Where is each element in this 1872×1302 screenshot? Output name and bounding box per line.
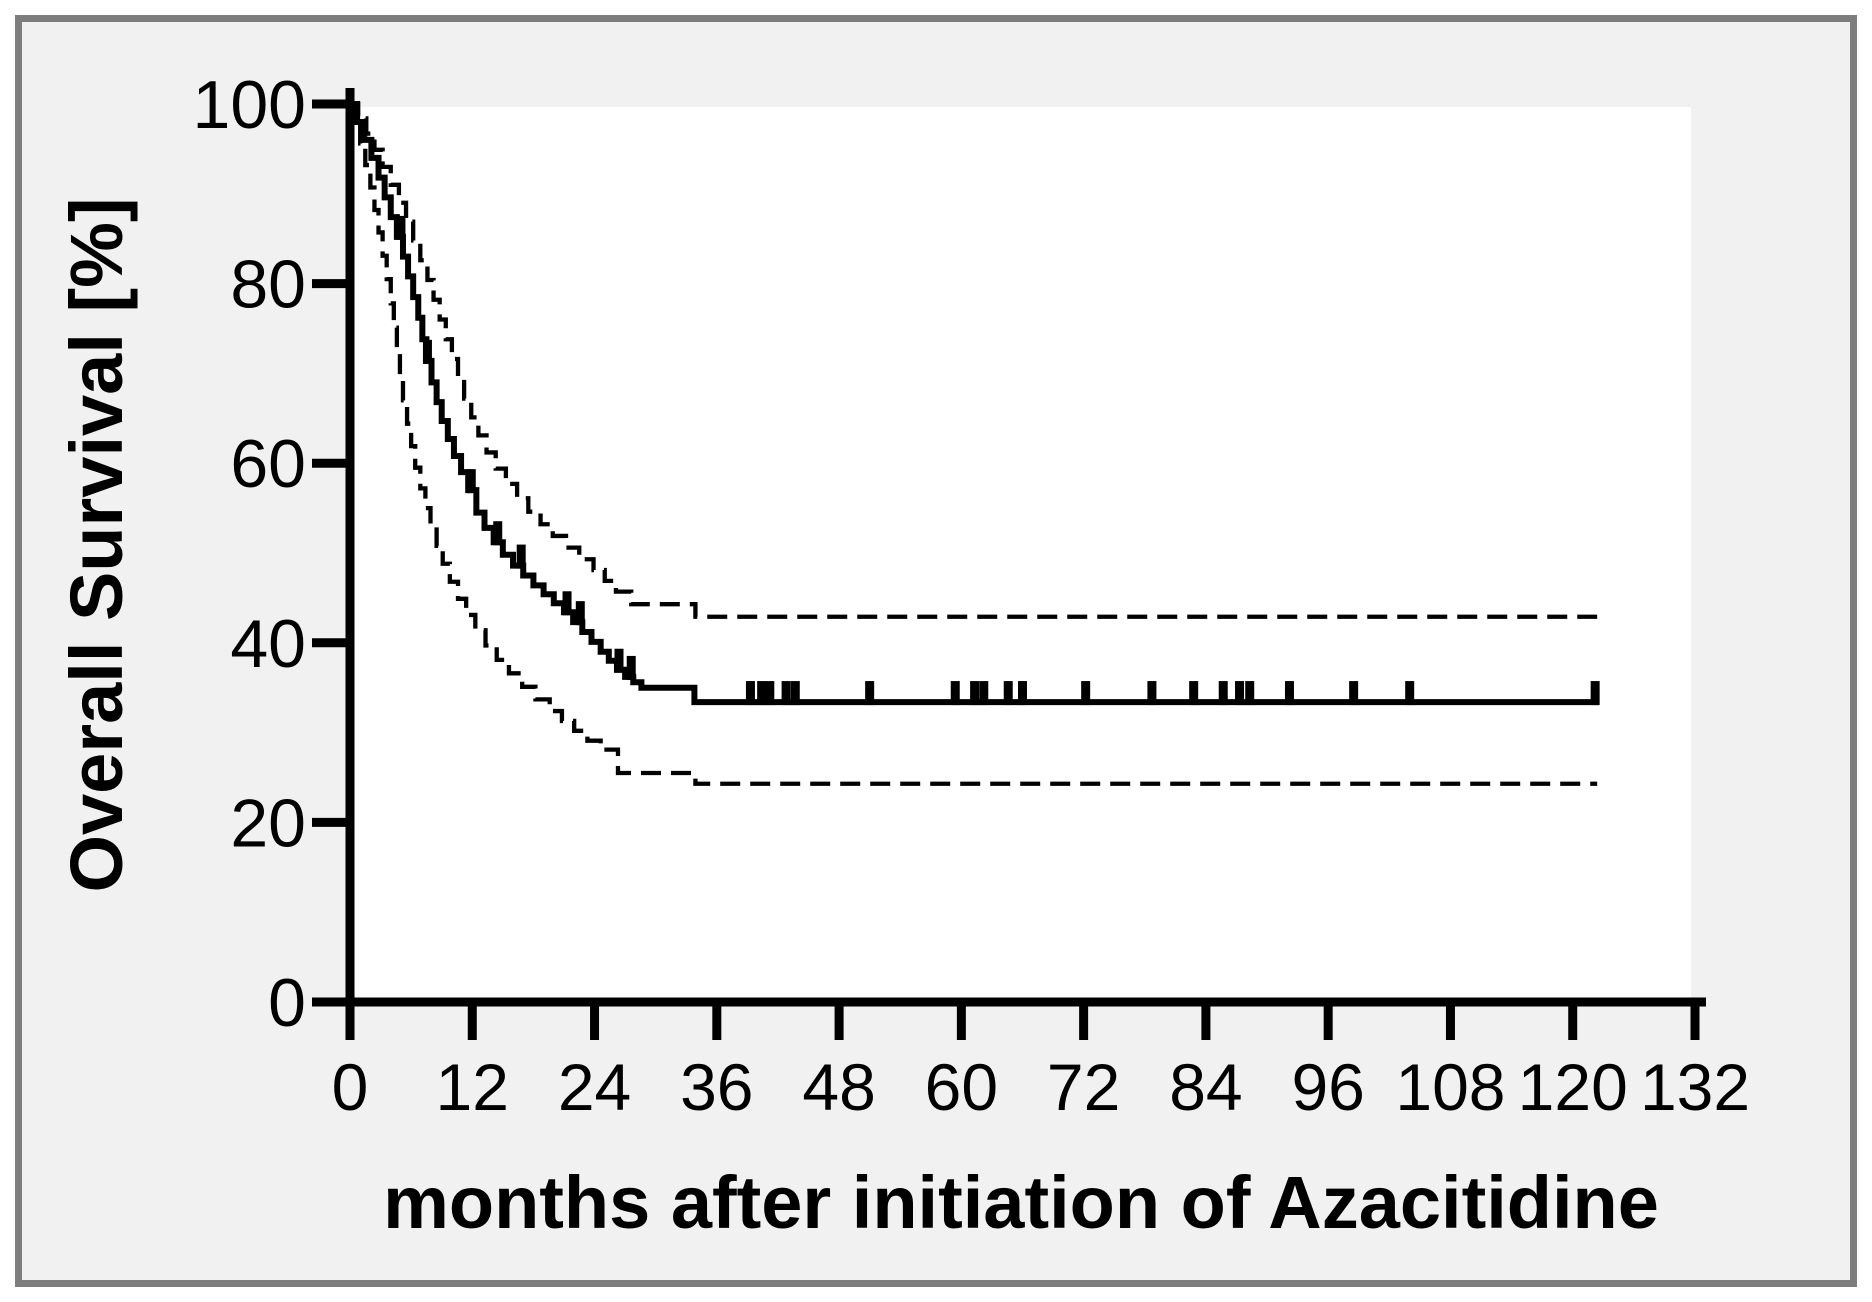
censor-tick [1018,681,1027,706]
censor-tick [1081,681,1091,706]
censor-tick [757,681,767,706]
y-tick-label: 20 [230,785,306,861]
tick-labels: 0 20 40 60 80 100 0 12 24 36 48 60 72 84 96 108 120 132 [193,67,1751,1124]
censor-tick [970,681,980,706]
x-tick-label: 48 [802,1050,875,1124]
censor-tick [493,521,503,546]
x-tick-label: 84 [1169,1050,1242,1124]
x-tick-label: 0 [332,1050,369,1124]
censor-tick [466,469,476,494]
censor-tick [1349,681,1359,706]
censor-tick [516,544,526,569]
censor-tick [1003,681,1013,706]
axes [312,88,1706,1040]
censor-tick [1590,681,1600,706]
censor-tick [1218,681,1228,706]
censor-marks [396,215,1600,706]
x-tick-label: 132 [1640,1050,1750,1124]
censor-tick [765,681,775,706]
y-tick-label: 80 [230,247,306,323]
y-tick-label: 100 [193,67,306,143]
x-tick-label: 24 [558,1050,631,1124]
censor-tick [1147,681,1157,706]
censor-tick [396,215,406,240]
censor-tick [1245,681,1255,706]
y-tick-label: 40 [230,606,306,682]
censor-tick [562,591,572,616]
censor-tick [865,681,875,706]
upper-95ci-curve [350,101,1598,619]
x-tick-label: 12 [436,1050,509,1124]
censor-tick [422,339,432,364]
x-tick-label: 96 [1291,1050,1364,1124]
censor-tick [745,681,755,706]
censor-tick [575,601,585,626]
censor-tick [614,648,624,673]
plot-panel [352,107,1691,1002]
y-tick-label: 60 [230,426,306,502]
censor-tick [1405,681,1415,706]
y-axis-title: Overall Survival [%] [55,197,138,892]
censor-tick [1284,681,1294,706]
censor-tick [626,655,636,680]
x-tick-label: 108 [1395,1050,1505,1124]
x-tick-label: 72 [1047,1050,1120,1124]
x-tick-label: 60 [925,1050,998,1124]
lower-95ci-curve [350,101,1598,786]
censor-tick [790,681,800,706]
censor-tick [979,681,989,706]
x-axis-title: months after initiation of Azacitidine [383,1161,1659,1244]
censor-tick [781,681,791,706]
censor-tick [1235,681,1245,706]
y-tick-label: 0 [268,965,306,1041]
x-tick-label: 120 [1518,1050,1628,1124]
censor-tick [1189,681,1199,706]
censor-tick [950,681,960,706]
x-tick-label: 36 [680,1050,753,1124]
